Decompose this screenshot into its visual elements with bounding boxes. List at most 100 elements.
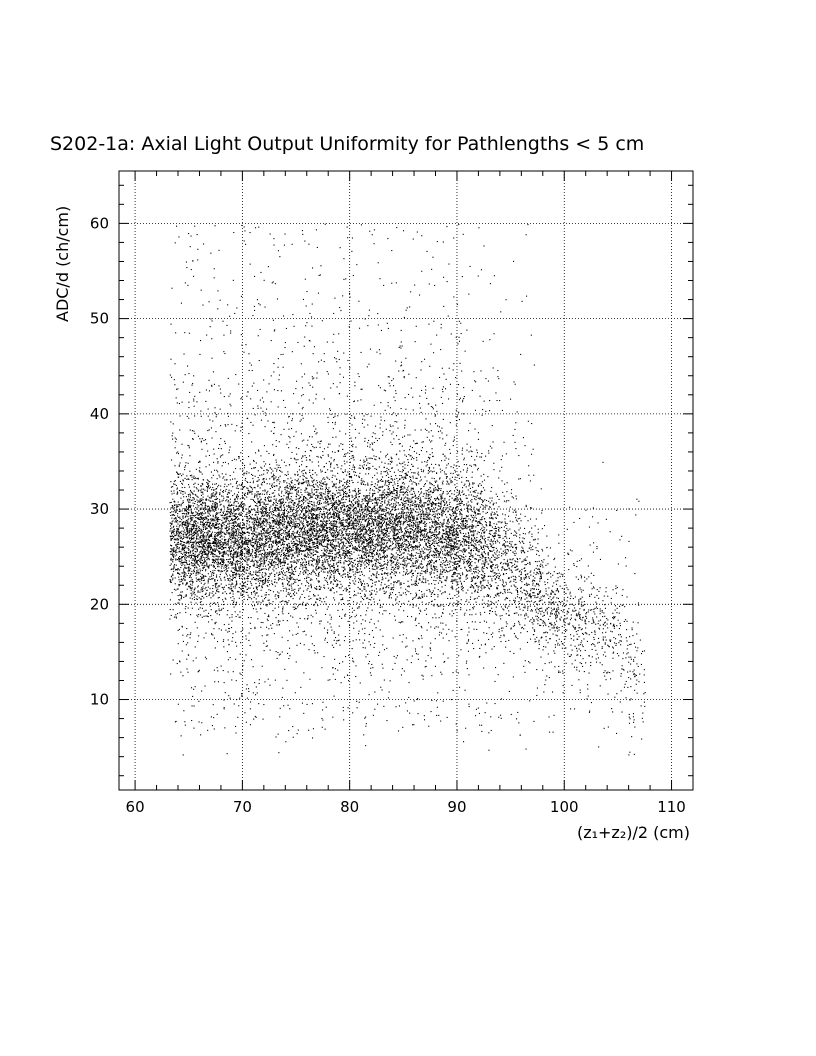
scatter-point bbox=[338, 587, 340, 589]
scatter-point bbox=[232, 576, 234, 578]
scatter-point bbox=[479, 559, 481, 561]
scatter-point bbox=[320, 471, 322, 473]
scatter-point bbox=[361, 530, 363, 532]
scatter-point bbox=[326, 528, 328, 530]
scatter-point bbox=[222, 517, 224, 519]
scatter-point bbox=[487, 595, 489, 597]
scatter-point bbox=[453, 515, 455, 517]
scatter-point bbox=[216, 538, 218, 540]
scatter-point bbox=[309, 436, 311, 438]
scatter-point bbox=[296, 559, 298, 561]
scatter-point bbox=[400, 583, 402, 585]
scatter-point bbox=[331, 536, 333, 538]
scatter-point bbox=[371, 521, 373, 523]
scatter-point bbox=[305, 510, 307, 512]
scatter-point bbox=[392, 532, 394, 534]
scatter-point bbox=[455, 528, 457, 530]
scatter-point bbox=[220, 455, 222, 457]
scatter-point bbox=[272, 319, 274, 321]
scatter-point bbox=[376, 523, 378, 525]
scatter-point bbox=[393, 438, 395, 440]
scatter-point bbox=[434, 525, 436, 527]
scatter-point bbox=[329, 550, 331, 552]
scatter-point bbox=[243, 574, 245, 576]
scatter-point bbox=[443, 501, 445, 503]
scatter-point bbox=[211, 320, 213, 322]
scatter-point bbox=[315, 588, 317, 590]
scatter-point bbox=[357, 538, 359, 540]
scatter-point bbox=[467, 509, 469, 511]
scatter-point bbox=[227, 517, 229, 519]
scatter-point bbox=[385, 577, 387, 579]
scatter-point bbox=[341, 566, 343, 568]
scatter-point bbox=[207, 480, 209, 482]
scatter-point bbox=[184, 595, 186, 597]
scatter-point bbox=[492, 563, 494, 565]
scatter-point bbox=[190, 538, 192, 540]
scatter-point bbox=[426, 497, 428, 499]
scatter-point bbox=[220, 578, 222, 580]
scatter-point bbox=[194, 515, 196, 517]
scatter-point bbox=[360, 224, 362, 226]
scatter-point bbox=[438, 634, 440, 636]
scatter-point bbox=[217, 471, 219, 473]
scatter-point bbox=[346, 461, 348, 463]
scatter-point bbox=[628, 754, 630, 756]
scatter-point bbox=[349, 510, 351, 512]
scatter-point bbox=[251, 546, 253, 548]
scatter-point bbox=[182, 381, 184, 383]
scatter-point bbox=[186, 514, 188, 516]
scatter-point bbox=[320, 567, 322, 569]
scatter-point bbox=[405, 491, 407, 493]
scatter-point bbox=[469, 528, 471, 530]
scatter-point bbox=[265, 543, 267, 545]
scatter-point bbox=[459, 397, 461, 399]
scatter-point bbox=[404, 528, 406, 530]
scatter-point bbox=[309, 469, 311, 471]
scatter-point bbox=[533, 569, 535, 571]
scatter-point bbox=[368, 439, 370, 441]
scatter-point bbox=[436, 577, 438, 579]
scatter-point bbox=[319, 525, 321, 527]
scatter-point bbox=[235, 509, 237, 511]
scatter-point bbox=[279, 469, 281, 471]
scatter-point bbox=[209, 523, 211, 525]
scatter-point bbox=[266, 503, 268, 505]
scatter-point bbox=[274, 679, 276, 681]
scatter-point bbox=[466, 516, 468, 518]
scatter-point bbox=[457, 524, 459, 526]
scatter-point bbox=[447, 657, 449, 659]
scatter-point bbox=[183, 710, 185, 712]
scatter-point bbox=[327, 629, 329, 631]
scatter-point bbox=[227, 510, 229, 512]
scatter-point bbox=[417, 525, 419, 527]
scatter-point bbox=[458, 503, 460, 505]
scatter-point bbox=[200, 440, 202, 442]
scatter-point bbox=[418, 638, 420, 640]
scatter-point bbox=[542, 603, 544, 605]
scatter-point bbox=[349, 505, 351, 507]
scatter-point bbox=[459, 540, 461, 542]
scatter-point bbox=[295, 512, 297, 514]
scatter-point bbox=[381, 461, 383, 463]
scatter-point bbox=[490, 525, 492, 527]
scatter-point bbox=[332, 512, 334, 514]
scatter-point bbox=[464, 548, 466, 550]
scatter-point bbox=[474, 516, 476, 518]
scatter-point bbox=[271, 582, 273, 584]
scatter-point bbox=[407, 585, 409, 587]
scatter-point bbox=[194, 521, 196, 523]
scatter-point bbox=[190, 529, 192, 531]
scatter-point bbox=[532, 582, 534, 584]
scatter-point bbox=[307, 554, 309, 556]
scatter-point bbox=[361, 517, 363, 519]
scatter-point bbox=[433, 579, 435, 581]
scatter-point bbox=[456, 546, 458, 548]
scatter-point bbox=[333, 549, 335, 551]
scatter-point bbox=[451, 529, 453, 531]
scatter-point bbox=[309, 540, 311, 542]
scatter-point bbox=[467, 507, 469, 509]
scatter-point bbox=[220, 531, 222, 533]
scatter-point bbox=[644, 705, 646, 707]
scatter-point bbox=[349, 625, 351, 627]
